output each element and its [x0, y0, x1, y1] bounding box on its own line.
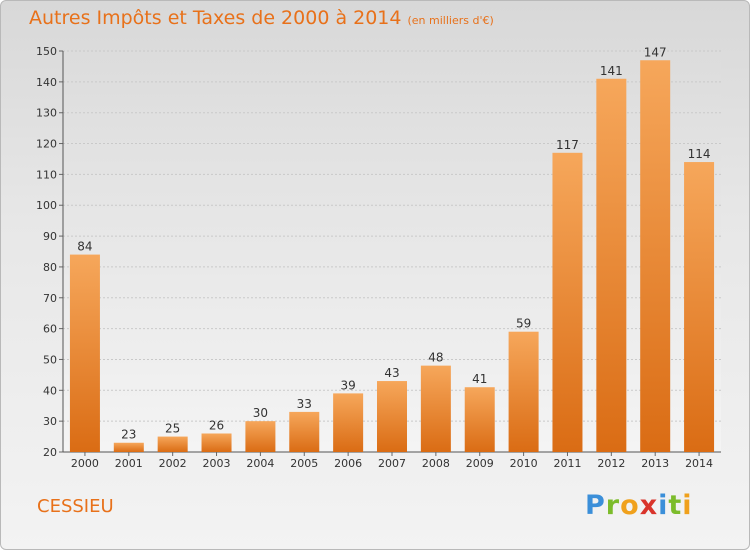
x-tick-label: 2005: [290, 457, 318, 470]
bar: [596, 78, 627, 452]
bar-value-label: 84: [77, 240, 92, 254]
bar: [245, 421, 276, 452]
x-tick-label: 2003: [203, 457, 231, 470]
x-tick-label: 2007: [378, 457, 406, 470]
bar: [377, 381, 407, 452]
logo-letter: x: [639, 490, 659, 521]
bar-value-label: 114: [688, 147, 711, 161]
bar: [552, 152, 583, 453]
bar-value-label: 39: [340, 378, 355, 392]
bar-value-label: 26: [209, 418, 224, 432]
bar-value-label: 59: [516, 317, 531, 331]
bar-value-label: 41: [472, 372, 487, 386]
chart-title: Autres Impôts et Taxes de 2000 à 2014 (en…: [29, 7, 494, 29]
x-tick-label: 2012: [597, 457, 625, 470]
proxiti-logo: Proxiti: [585, 490, 693, 521]
y-tick-label: 60: [43, 323, 57, 336]
x-tick-label: 2006: [334, 457, 362, 470]
y-tick-label: 90: [43, 230, 57, 243]
y-tick-label: 140: [36, 76, 57, 89]
bar: [157, 436, 188, 452]
bar-value-label: 48: [428, 351, 443, 365]
bar: [113, 442, 144, 452]
y-tick-label: 20: [43, 446, 57, 459]
x-tick-label: 2008: [422, 457, 450, 470]
y-tick-label: 120: [36, 138, 57, 151]
logo-letter: P: [585, 490, 606, 521]
x-tick-label: 2002: [159, 457, 187, 470]
bar: [333, 393, 364, 452]
y-tick-label: 80: [43, 261, 57, 274]
logo-letter: o: [620, 490, 640, 521]
logo-letter: t: [668, 490, 683, 521]
bar: [508, 331, 539, 452]
bar: [69, 254, 100, 452]
x-tick-label: 2000: [71, 457, 99, 470]
y-tick-label: 70: [43, 292, 57, 305]
x-tick-label: 2011: [553, 457, 581, 470]
bar-value-label: 43: [384, 366, 399, 380]
y-tick-label: 100: [36, 199, 57, 212]
x-tick-label: 2001: [115, 457, 143, 470]
bar-value-label: 147: [644, 45, 667, 59]
bar: [420, 365, 451, 452]
y-tick-label: 50: [43, 353, 57, 366]
y-tick-label: 130: [36, 107, 57, 120]
bar: [201, 433, 232, 452]
bar-value-label: 141: [600, 64, 623, 78]
y-tick-label: 110: [36, 168, 57, 181]
title-text: Autres Impôts et Taxes de 2000 à 2014: [29, 7, 402, 29]
bar: [640, 60, 671, 452]
x-tick-label: 2009: [466, 457, 494, 470]
bar-value-label: 30: [253, 406, 268, 420]
bar-value-label: 33: [297, 397, 312, 411]
bar: [684, 162, 715, 453]
x-tick-label: 2004: [246, 457, 274, 470]
x-tick-label: 2013: [641, 457, 669, 470]
logo-letter: i: [658, 490, 669, 521]
bar-value-label: 117: [556, 138, 579, 152]
y-tick-label: 150: [36, 45, 57, 58]
bar-value-label: 25: [165, 422, 180, 436]
y-tick-label: 40: [43, 384, 57, 397]
logo-letter: i: [682, 490, 693, 521]
y-tick-label: 30: [43, 415, 57, 428]
x-tick-label: 2010: [510, 457, 538, 470]
bar: [289, 411, 320, 452]
bar-value-label: 23: [121, 428, 136, 442]
bar: [464, 387, 495, 452]
unit-text: (en milliers d'€): [407, 14, 494, 27]
commune-name: CESSIEU: [37, 496, 114, 517]
x-tick-label: 2014: [685, 457, 713, 470]
logo-letter: r: [605, 490, 621, 521]
